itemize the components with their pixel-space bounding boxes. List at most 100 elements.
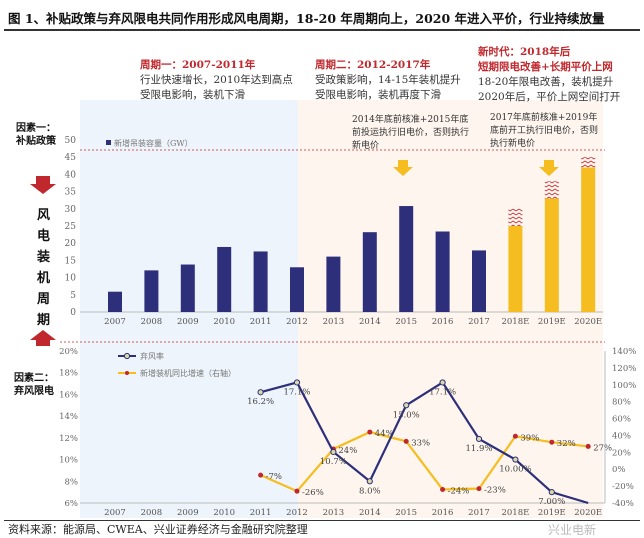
bar-2014 [362,232,377,312]
right-y-tick-label: 120% [612,364,636,374]
x-tick-label: 2015 [395,508,417,518]
y-tick-label: 50 [65,136,77,146]
curtailment-data-label: 11.9% [465,444,492,454]
period-line: 受限电影响，装机再度下滑 [315,89,441,101]
growth-line [260,430,589,493]
y-tick-label: 40 [65,170,77,180]
x-tick-label: 2020E [574,508,602,518]
growth-data-label: 44% [375,429,394,439]
right-y-tick-label: 0% [612,465,626,475]
growth-data-label: -26% [302,488,324,498]
x-tick-label: 2010 [213,317,235,327]
right-y-tick-label: 100% [612,381,636,391]
curtailment-data-label: 10.00% [499,465,531,475]
bar-2017 [472,250,486,312]
left-y-tick-label: 14% [59,412,78,422]
y-tick-label: 5 [70,291,76,301]
x-tick-label: 2019E [538,508,566,518]
left-y-tick-label: 12% [59,434,78,444]
y-tick-label: 0 [70,308,76,318]
left-y-tick-label: 8% [65,477,79,487]
x-tick-label: 2011 [250,317,272,327]
period-line: 受政策影响，14-15年装机提升 [315,74,461,86]
bar-2016 [435,231,450,312]
bar-2012 [290,267,304,312]
legend-swatch [106,140,111,145]
growth-data-label: -23% [484,486,506,496]
factor1-title: 因素一： [16,123,56,134]
growth-data-label: 24% [338,446,357,456]
right-y-tick-label: -20% [612,482,634,492]
growth-point [258,472,264,478]
bar-2019E [544,198,559,312]
period-line: 行业快速增长，2010年达到高点 [140,74,293,86]
period-heading: 周期二：2012-2017年 [315,59,431,71]
growth-data-label: 39% [520,433,539,443]
legend-label: 新增装机同比增速（右轴） [140,368,236,378]
curtailment-point [257,389,264,396]
y-tick-label: 45 [65,153,77,163]
factor2-label: 因素二： 弃风限电 [14,372,54,398]
x-tick-label: 2010 [213,508,235,518]
x-tick-label: 2020E [574,317,602,327]
x-tick-label: 2017 [468,317,490,327]
period-1: 周期一：2007-2011年 行业快速增长，2010年达到高点 受限电影响，装机… [140,58,293,103]
policy-arrow-2019-icon [539,160,559,176]
growth-data-label: -7% [266,472,282,482]
x-tick-label: 2014 [359,317,381,327]
legend-label: 弃风率 [140,351,164,361]
curtailment-data-label: 17.1% [283,387,310,397]
x-tick-label: 2008 [141,317,163,327]
down-arrow-icon [30,176,56,194]
upside-range-2019E [544,181,559,199]
factor1-name: 补贴政策 [16,136,56,147]
right-y-tick-label: -40% [612,499,634,509]
watermark: 兴业电新 [548,523,597,537]
bar-2018E [508,226,523,312]
curtailment-point [366,478,373,485]
source-note: 资料来源：能源局、CWEA、兴业证券经济与金融研究院整理 [8,523,308,536]
curtailment-point [439,379,446,386]
x-tick-label: 2007 [104,508,126,518]
x-tick-label: 2011 [250,508,272,518]
bar-2013 [326,256,341,312]
right-y-tick-label: 20% [612,448,631,458]
curtailment-point [512,456,519,463]
growth-point [440,486,446,492]
y-tick-label: 15 [65,256,77,266]
bar-2007 [108,291,122,312]
bar-2020E [581,167,596,312]
x-tick-label: 2015 [395,317,417,327]
curtailment-point [475,435,483,443]
left-y-tick-label: 18% [59,369,78,379]
legend-marker [123,352,131,360]
bar-2010 [217,246,232,312]
cycle-label: 风电装机周期 [37,208,51,328]
growth-point [294,488,300,494]
curtailment-point [403,402,410,409]
x-tick-label: 2012 [286,508,308,518]
bar-2008 [144,270,159,312]
period-2: 周期二：2012-2017年 受政策影响，14-15年装机提升 受限电影响，装机… [315,58,461,103]
right-y-tick-label: 140% [612,347,636,357]
right-y-tick-label: 60% [612,415,631,425]
x-tick-label: 2017 [468,508,490,518]
period-line: 18-20年限电改善，装机提升 [478,76,614,88]
title-rule [4,29,640,31]
period-line: 2020年后，平价上网空间打开 [478,91,621,103]
left-y-tick-label: 6% [65,499,79,509]
x-tick-label: 2009 [177,508,199,518]
period-3: 新时代：2018年后 短期限电改善+长期平价上网 18-20年限电改善，装机提升… [478,45,620,105]
factor1-label: 因素一： 补贴政策 [16,122,56,148]
x-tick-label: 2007 [104,317,126,327]
note-2019: 2017年底前核准+2019年底前开工执行旧电价，否则执行新电价 [490,113,599,149]
period-heading: 周期一：2007-2011年 [140,59,256,71]
policy-arrow-2015-icon [393,160,413,176]
y-tick-label: 10 [65,274,77,284]
up-arrow-icon [30,330,56,346]
growth-point [585,443,591,449]
x-tick-label: 2016 [432,508,454,518]
bar-2009 [180,264,195,312]
left-y-tick-label: 20% [59,347,78,357]
